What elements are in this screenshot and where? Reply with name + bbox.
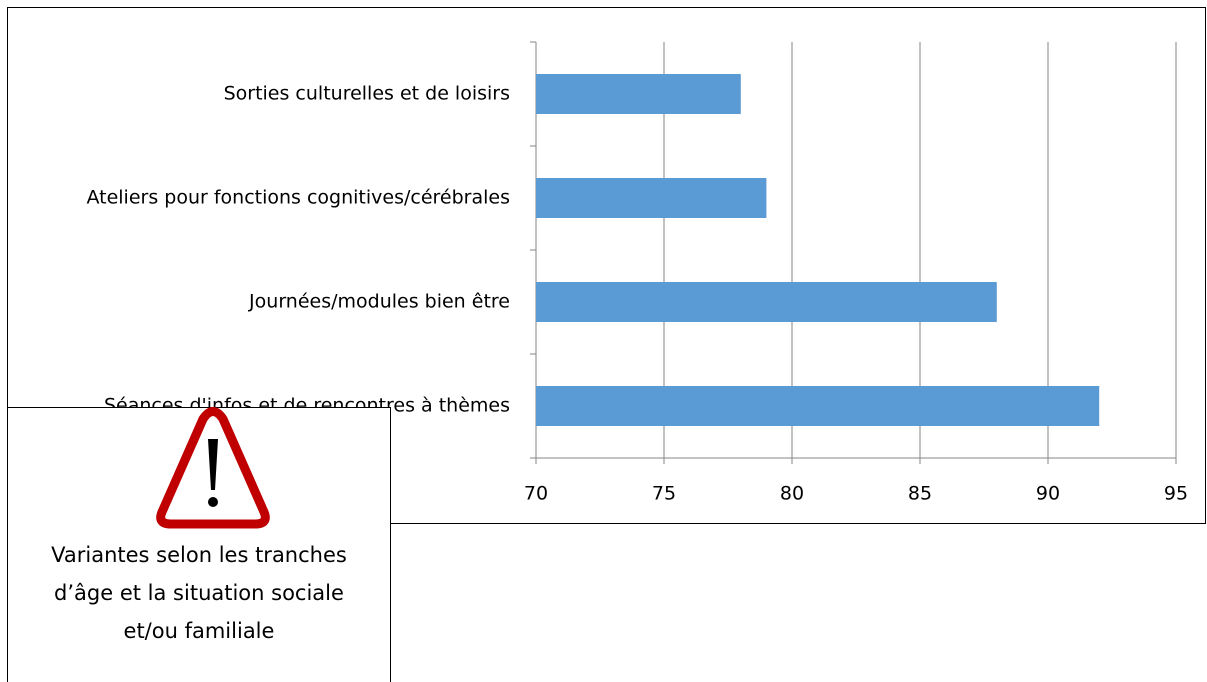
note-box: Variantes selon les tranches d’âge et la… [7,407,391,682]
y-tick-label: Sorties culturelles et de loisirs [224,83,510,105]
warning-mark [208,439,218,490]
x-tick-label: 85 [908,483,932,505]
x-tick-label: 75 [652,483,676,505]
y-tick-label: Ateliers pour fonctions cognitives/céréb… [86,187,510,209]
x-tick-label: 95 [1164,483,1188,505]
bar [536,282,997,322]
note-line: d’âge et la situation sociale [54,581,344,605]
bar [536,386,1100,426]
y-tick-label: Journées/modules bien être [248,291,510,313]
note-line: Variantes selon les tranches [51,543,347,567]
warning-dot [208,497,218,507]
note-line: et/ou familiale [124,619,275,643]
x-tick-label: 80 [780,483,804,505]
plot-area: 70 75 80 85 90 95 Sorties culturelles et de lo… [86,41,1188,505]
bar [536,178,767,218]
bar [536,74,741,114]
x-tick-label: 70 [524,483,548,505]
x-tick-label: 90 [1036,483,1060,505]
